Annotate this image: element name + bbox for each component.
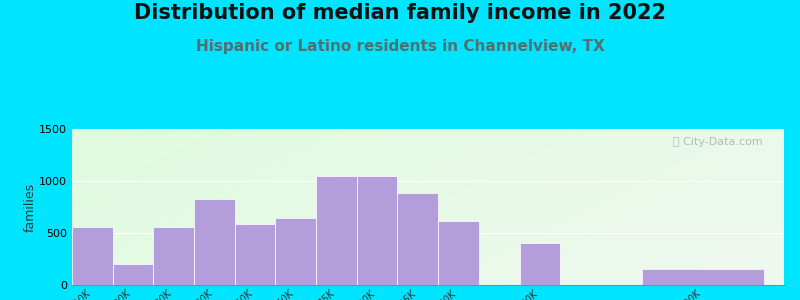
Y-axis label: families: families [23, 182, 36, 232]
Bar [316, 176, 357, 285]
Text: Distribution of median family income in 2022: Distribution of median family income in … [134, 3, 666, 23]
Bar [642, 269, 764, 285]
Text: Hispanic or Latino residents in Channelview, TX: Hispanic or Latino residents in Channelv… [196, 39, 604, 54]
Bar [154, 227, 194, 285]
Bar [194, 199, 234, 285]
Bar [519, 243, 560, 285]
Bar [438, 220, 479, 285]
Bar [72, 227, 113, 285]
Bar [275, 218, 316, 285]
Bar [234, 224, 275, 285]
Bar [113, 264, 154, 285]
Bar [357, 176, 398, 285]
Text: ⓘ City-Data.com: ⓘ City-Data.com [673, 137, 762, 147]
Bar [398, 194, 438, 285]
